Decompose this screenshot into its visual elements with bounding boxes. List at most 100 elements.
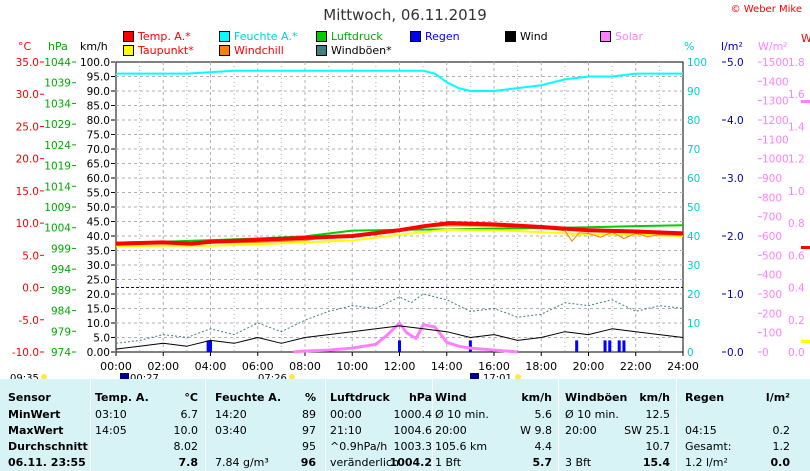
table-cell: 10.0 (173, 424, 199, 437)
humidity-tick-label: 60 (687, 173, 700, 185)
solar-tick-label: 900 (762, 173, 782, 185)
table-divider (90, 379, 91, 471)
wind-tick-label: 95.0 (87, 72, 110, 84)
pressure-tick-label: 1039 (44, 78, 71, 90)
legend-item: Windböen* (316, 44, 392, 57)
extra-tick-label: 0.4 (788, 283, 805, 295)
table-cell: 1004.2 (389, 456, 432, 469)
pressure-axis-unit: hPa (48, 40, 68, 53)
table-header: Windböen (565, 391, 628, 404)
humidity-axis-unit: % (684, 40, 694, 53)
x-tick-label: 18:00 (525, 360, 557, 373)
humidity-tick-label: 20 (687, 289, 700, 301)
wind-tick-label: 5.0 (93, 333, 110, 345)
table-header: hPa (408, 391, 432, 404)
table-cell: 04:15 (685, 424, 717, 437)
sunset-moon-icon (470, 373, 479, 379)
extra-tick-label: 0.8 (788, 218, 805, 230)
pressure-tick-label: 994 (51, 264, 71, 276)
rain-bar (608, 340, 612, 352)
table-cell: 10.7 (645, 440, 671, 453)
table-divider (205, 379, 206, 471)
legend-item: Regen (410, 30, 460, 43)
table-cell: 1003.3 (393, 440, 433, 453)
wind-axis-unit: km/h (80, 40, 108, 53)
table-cell: SW 25.1 (624, 424, 670, 437)
table-cell: 00:00 (330, 408, 362, 421)
table-cell: 03:40 (215, 424, 247, 437)
legend-item: Windchill (219, 44, 284, 57)
table-cell: Ø 10 min. (565, 408, 619, 421)
table-cell: 15.4 (642, 456, 670, 469)
rain-bar (622, 340, 626, 352)
wind-tick-label: 55.0 (87, 188, 110, 200)
table-divider (325, 379, 326, 471)
wind-tick-label: 85.0 (87, 101, 110, 113)
table-cell: 1.2 l/m² (685, 456, 728, 469)
rain-bar (468, 340, 472, 352)
table-header: Sensor (8, 391, 51, 404)
table-cell: 03:10 (95, 408, 127, 421)
table-header: km/h (639, 391, 670, 404)
table-cell: veränderlich (330, 456, 399, 469)
table-cell: 97 (302, 424, 316, 437)
legend-swatch (219, 45, 230, 56)
legend-swatch (505, 31, 516, 42)
table-cell: 7.8 (178, 456, 199, 469)
x-tick-label: 10:00 (336, 360, 368, 373)
table-cell: 7.84 g/m³ (215, 456, 269, 469)
edge-marker (801, 100, 810, 103)
pressure-tick-label: 1014 (44, 181, 71, 193)
legend-item: Taupunkt* (123, 44, 194, 57)
x-tick-label: 16:00 (478, 360, 510, 373)
extra-tick-label: 1.0 (788, 186, 805, 198)
pressure-tick-label: 979 (51, 326, 71, 338)
table-header: Luftdruck (330, 391, 390, 404)
extra-tick-label: 0.0 (788, 347, 805, 359)
legend-label: Regen (425, 30, 460, 43)
pressure-tick-label: 1019 (44, 161, 71, 173)
temp-tick-label: 10.0 (16, 218, 39, 230)
extra-tick-label: 0.6 (788, 250, 805, 262)
copyright-label[interactable]: © Weber Mike (730, 4, 802, 15)
table-cell: 5.7 (532, 456, 553, 469)
extra-tick-label: 0.2 (788, 315, 805, 327)
humidity-tick-label: 30 (687, 260, 700, 272)
table-cell: 0.2 (772, 424, 791, 437)
table-row-label: 06.11. 23:55 (8, 456, 86, 469)
table-cell: 95 (302, 440, 316, 453)
extra-tick-label: 1.4 (788, 121, 805, 133)
solar-tick-label: 500 (762, 250, 782, 262)
x-tick-label: 02:00 (147, 360, 179, 373)
extra-axis-unit: W (801, 32, 810, 45)
legend-label: Solar (615, 30, 644, 43)
table-row-label: Durchschnitt (8, 440, 88, 453)
table-header: Wind (435, 391, 467, 404)
table-cell: 3 Bft (565, 456, 592, 469)
extra-tick-label: 1.2 (788, 154, 805, 166)
table-cell: 4.4 (534, 440, 553, 453)
x-tick-label: 08:00 (289, 360, 321, 373)
table-cell: 1 Bft (435, 456, 462, 469)
table-cell: 0.0 (770, 456, 791, 469)
rain-tick-label: 5.0 (727, 57, 744, 69)
solar-tick-label: 1500 (762, 57, 789, 69)
x-tick-label: 14:00 (431, 360, 463, 373)
table-cell: 1.2 (772, 440, 791, 453)
wind-tick-label: 80.0 (87, 115, 110, 127)
table-header: km/h (521, 391, 552, 404)
rain-tick-label: 2.0 (727, 231, 744, 243)
rain-tick-label: 3.0 (727, 173, 744, 185)
table-cell: ^0.9hPa/h (330, 440, 388, 453)
legend-swatch (316, 45, 327, 56)
pressure-tick-label: 1024 (44, 140, 71, 152)
table-row-label: MinWert (8, 408, 61, 421)
wind-tick-label: 65.0 (87, 159, 110, 171)
legend-item: Luftdruck (316, 30, 383, 43)
solar-tick-label: 1100 (762, 134, 789, 146)
legend-swatch (316, 31, 327, 42)
legend-label: Windböen* (331, 44, 392, 57)
rain-bar (398, 340, 401, 352)
series-line-windb-en (115, 293, 684, 344)
x-tick-label: 00:00 (100, 360, 132, 373)
